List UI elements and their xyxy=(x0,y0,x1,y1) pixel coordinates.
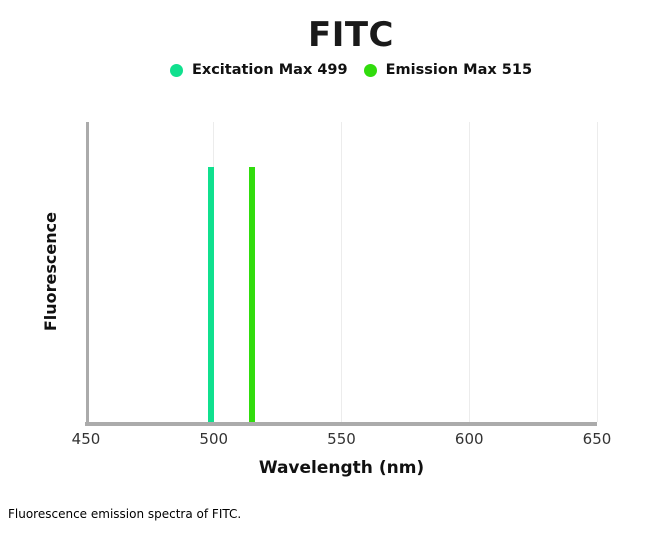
x-axis-spine xyxy=(85,422,597,426)
legend: Excitation Max 499 Emission Max 515 xyxy=(52,62,650,78)
x-axis-title: Wavelength (nm) xyxy=(258,458,425,478)
y-axis-spine xyxy=(86,122,89,426)
y-axis-title: Fluorescence xyxy=(40,212,60,332)
emission-peak-line xyxy=(249,167,256,422)
legend-item-excitation: Excitation Max 499 xyxy=(169,62,348,79)
x-tick-550: 550 xyxy=(327,430,356,448)
legend-label-excitation: Excitation Max 499 xyxy=(191,62,348,79)
gridline-600 xyxy=(468,122,470,422)
x-tick-500: 500 xyxy=(199,430,229,448)
x-tick-labels: 450 500 550 600 650 xyxy=(72,430,612,448)
x-tick-650: 650 xyxy=(582,430,612,448)
plot-area xyxy=(85,122,598,426)
emission-legend-dot-icon xyxy=(363,63,377,77)
x-tick-450: 450 xyxy=(71,430,101,448)
figure-caption: Fluorescence emission spectra of FITC. xyxy=(8,507,242,521)
excitation-peak-line xyxy=(208,167,215,422)
gridline-650 xyxy=(596,122,598,422)
chart-title: FITC xyxy=(307,15,395,55)
gridline-550 xyxy=(341,122,342,422)
legend-item-emission: Emission Max 515 xyxy=(363,62,533,79)
excitation-legend-dot-icon xyxy=(169,63,183,77)
x-tick-600: 600 xyxy=(454,430,484,448)
legend-label-emission: Emission Max 515 xyxy=(385,62,533,79)
figure-header: FITC Excitation Max 499 Emission Max 515 xyxy=(0,0,650,78)
